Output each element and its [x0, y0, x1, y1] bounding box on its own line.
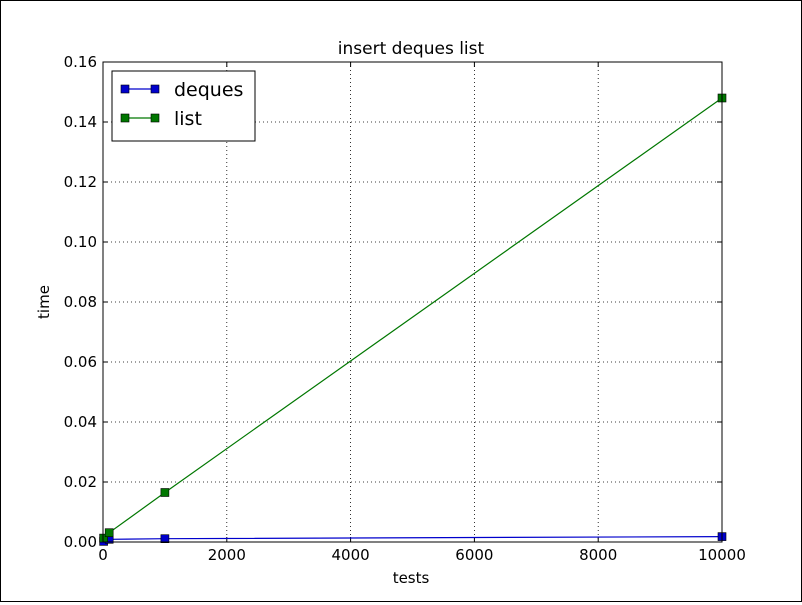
legend: deques list — [111, 70, 256, 142]
y-tick-label: 0.08 — [64, 293, 97, 311]
series-deques — [99, 532, 727, 546]
series-layer — [99, 93, 727, 546]
chart-title: insert deques list — [338, 39, 485, 59]
legend-item-list: list — [120, 108, 202, 130]
legend-marker — [120, 113, 130, 123]
x-tick-label: 10000 — [698, 546, 746, 564]
series-line-deques — [103, 535, 723, 542]
y-tick-label: 0.14 — [64, 113, 97, 131]
legend-marker — [150, 113, 160, 123]
y-tick-label: 0.02 — [64, 473, 97, 491]
y-tick-label: 0.16 — [64, 53, 97, 71]
x-tick-label: 6000 — [455, 546, 493, 564]
legend-label: deques — [174, 79, 243, 101]
y-tick-label: 0.04 — [64, 413, 97, 431]
legend-item-deques: deques — [120, 79, 243, 101]
y-tick-label: 0.10 — [64, 233, 97, 251]
x-tick-label: 2000 — [208, 546, 246, 564]
legend-box — [111, 70, 256, 142]
data-point-deques — [160, 534, 170, 544]
x-tick-label: 4000 — [332, 546, 370, 564]
y-tick-label: 0.00 — [64, 533, 97, 551]
x-axis-label: tests — [393, 569, 430, 587]
legend-label: list — [174, 108, 202, 130]
plot-frame — [102, 61, 723, 543]
grid — [103, 62, 722, 542]
y-tick-label: 0.12 — [64, 173, 97, 191]
x-tick-label: 8000 — [579, 546, 617, 564]
legend-marker — [150, 84, 160, 94]
data-point-list — [104, 528, 114, 538]
series-line-list — [103, 97, 723, 539]
data-point-list — [160, 488, 170, 497]
series-list — [99, 93, 727, 543]
legend-marker — [120, 84, 130, 94]
y-tick-label: 0.06 — [64, 353, 97, 371]
x-tick-label: 0 — [98, 546, 108, 564]
ticks: 0 2000 4000 6000 8000 10000 0.00 0.02 0.04 0.06 0.… — [64, 53, 746, 564]
y-axis-label: time — [35, 285, 53, 319]
